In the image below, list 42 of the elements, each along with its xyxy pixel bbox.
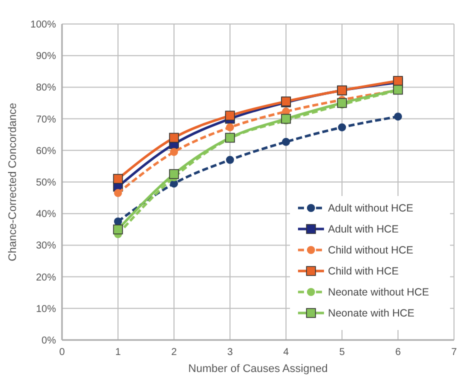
legend-label: Adult without HCE	[328, 202, 414, 215]
point	[281, 114, 291, 124]
x-tick-label: 1	[115, 347, 122, 358]
point	[113, 224, 123, 234]
x-tick-label: 7	[451, 347, 458, 358]
x-tick-label: 0	[59, 347, 66, 358]
y-tick-label: 20%	[36, 272, 56, 284]
point	[282, 138, 290, 146]
point	[337, 98, 347, 108]
legend-label: Child without HCE	[328, 244, 414, 257]
y-tick-label: 10%	[36, 304, 56, 315]
x-tick-label: 4	[283, 347, 290, 358]
point	[338, 123, 346, 132]
y-tick-label: 70%	[36, 114, 56, 126]
x-tick-label: 2	[171, 347, 178, 358]
legend-label: Neonate without HCE	[328, 286, 429, 299]
point	[394, 112, 402, 121]
y-tick-label: 60%	[36, 146, 56, 157]
y-tick-label: 50%	[36, 178, 56, 188]
x-axis-title: Number of Causes Assigned	[188, 363, 328, 375]
point	[169, 132, 179, 143]
y-tick-label: 80%	[36, 82, 56, 94]
legend-label: Adult with HCE	[328, 224, 399, 236]
y-tick-label: 100%	[30, 20, 56, 30]
point	[114, 218, 122, 226]
point	[225, 110, 235, 121]
y-tick-label: 40%	[36, 209, 56, 220]
x-tick-label: 5	[339, 347, 346, 358]
point	[226, 156, 234, 164]
point	[113, 174, 123, 184]
y-tick-label: 90%	[36, 51, 56, 62]
y-tick-label: 30%	[36, 240, 56, 252]
point	[169, 169, 179, 179]
point	[170, 148, 178, 156]
x-tick-label: 6	[395, 347, 402, 358]
point	[226, 123, 234, 132]
point	[114, 189, 122, 198]
legend-label: Child with HCE	[328, 266, 399, 278]
y-axis-title: Chance-Corrected Concordance	[7, 102, 19, 262]
x-tick-label: 3	[227, 347, 234, 358]
legend-label: Neonate with HCE	[328, 308, 414, 320]
y-tick-label: 0%	[42, 336, 56, 346]
